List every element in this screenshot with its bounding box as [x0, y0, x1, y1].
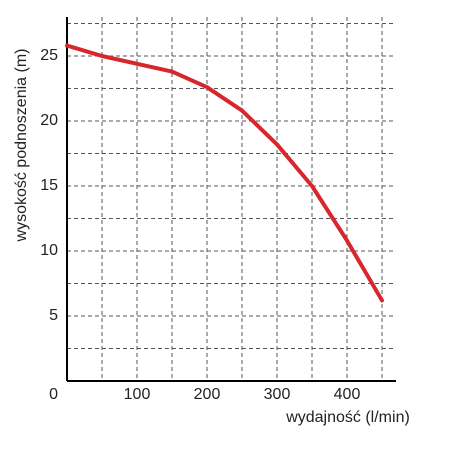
x-tick-label: 400 — [334, 386, 361, 403]
y-axis-label: wysokość podnoszenia (m) — [13, 49, 30, 243]
y-tick-label: 0 — [49, 386, 58, 403]
x-axis-label: wydajność (l/min) — [285, 409, 410, 426]
data-line — [65, 43, 384, 303]
y-tick-label: 25 — [40, 47, 58, 64]
y-tick-label: 15 — [40, 177, 58, 194]
y-tick-label: 10 — [40, 242, 58, 259]
x-tick-label: 200 — [194, 386, 221, 403]
y-tick-label: 5 — [49, 307, 58, 324]
x-tick-label: 300 — [264, 386, 291, 403]
y-tick-label: 20 — [40, 112, 58, 129]
x-tick-label: 100 — [124, 386, 151, 403]
